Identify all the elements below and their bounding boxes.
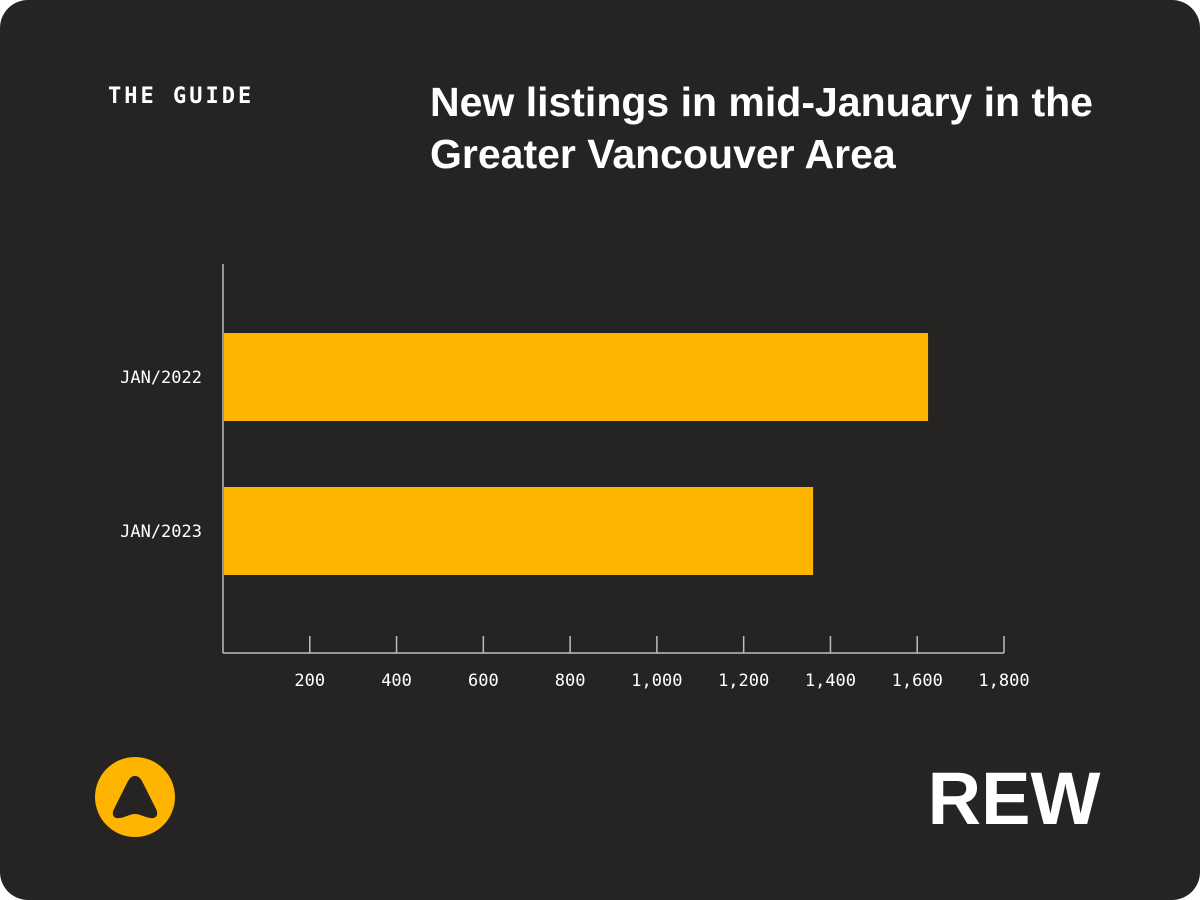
- x-tick-label: 800: [555, 671, 586, 691]
- category-labels: JAN/2022 JAN/2023: [120, 368, 202, 542]
- rew-wordmark-text: REW: [928, 757, 1101, 840]
- bar-series: [224, 333, 929, 575]
- rew-triangle-logo-icon: [95, 757, 175, 837]
- x-tick-label: 400: [381, 671, 412, 691]
- bar: [224, 487, 814, 575]
- section-kicker: THE GUIDE: [108, 84, 255, 109]
- x-axis-ticks: 200 400 600 800 1,000 1,200 1,400 1,600 1,800: [294, 636, 1030, 691]
- category-label: JAN/2023: [120, 522, 202, 542]
- rew-wordmark-logo: REW: [928, 757, 1101, 840]
- chart-title: New listings in mid-January in the Great…: [430, 79, 1093, 177]
- x-tick-label: 600: [468, 671, 499, 691]
- x-tick-label: 1,400: [805, 671, 856, 691]
- x-tick-label: 1,000: [631, 671, 682, 691]
- bar: [224, 333, 929, 421]
- x-tick-label: 1,600: [892, 671, 943, 691]
- x-tick-label: 1,200: [718, 671, 769, 691]
- x-tick-label: 200: [294, 671, 325, 691]
- x-tick-label: 1,800: [978, 671, 1029, 691]
- category-label: JAN/2022: [120, 368, 202, 388]
